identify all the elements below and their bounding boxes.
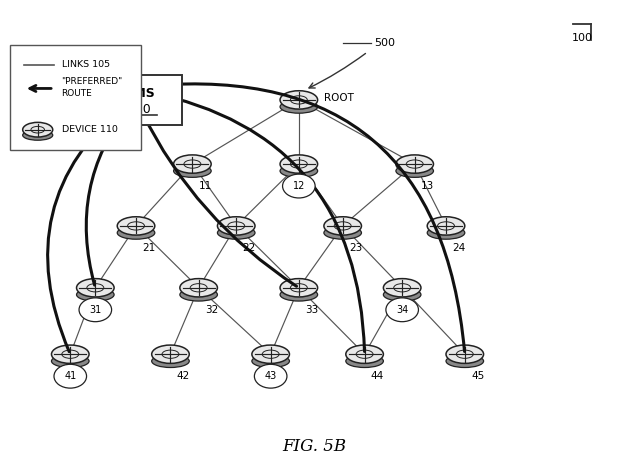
Ellipse shape [280, 91, 318, 109]
Ellipse shape [427, 226, 465, 239]
Ellipse shape [446, 345, 484, 363]
FancyBboxPatch shape [97, 75, 182, 125]
Circle shape [386, 298, 418, 322]
Ellipse shape [117, 217, 155, 235]
Ellipse shape [117, 226, 155, 239]
Text: 45: 45 [471, 371, 484, 381]
Ellipse shape [346, 345, 384, 363]
Text: "PREFERRED": "PREFERRED" [62, 77, 123, 86]
Text: 13: 13 [421, 181, 434, 191]
Text: 22: 22 [243, 243, 256, 253]
Ellipse shape [324, 217, 362, 235]
Circle shape [54, 364, 87, 388]
Ellipse shape [280, 288, 318, 301]
Ellipse shape [180, 288, 218, 301]
Circle shape [79, 298, 111, 322]
Ellipse shape [218, 217, 255, 235]
Text: 24: 24 [452, 243, 465, 253]
Ellipse shape [174, 165, 211, 177]
Ellipse shape [346, 355, 384, 367]
Text: 42: 42 [177, 371, 190, 381]
Ellipse shape [396, 155, 433, 173]
Text: 41: 41 [64, 371, 76, 381]
Ellipse shape [52, 355, 89, 367]
Ellipse shape [52, 345, 89, 363]
Text: 11: 11 [199, 181, 212, 191]
Ellipse shape [384, 288, 421, 301]
Ellipse shape [384, 278, 421, 297]
Ellipse shape [252, 355, 289, 367]
Text: ROOT: ROOT [324, 93, 353, 103]
Text: ROUTE: ROUTE [62, 89, 92, 98]
Ellipse shape [77, 288, 114, 301]
Text: LINKS 105: LINKS 105 [62, 60, 109, 69]
Ellipse shape [280, 100, 318, 113]
Text: 21: 21 [142, 243, 155, 253]
Ellipse shape [152, 355, 189, 367]
Text: 500: 500 [374, 38, 395, 47]
Text: 34: 34 [396, 305, 408, 315]
Ellipse shape [280, 278, 318, 297]
Text: FIG. 5B: FIG. 5B [282, 438, 347, 455]
Ellipse shape [23, 130, 53, 140]
Text: 33: 33 [305, 305, 318, 315]
Circle shape [254, 364, 287, 388]
Text: 23: 23 [349, 243, 362, 253]
Ellipse shape [174, 155, 211, 173]
Ellipse shape [396, 165, 433, 177]
Ellipse shape [324, 226, 362, 239]
Ellipse shape [77, 278, 114, 297]
Text: 100: 100 [572, 34, 593, 43]
Ellipse shape [280, 155, 318, 173]
Text: 32: 32 [205, 305, 218, 315]
Ellipse shape [218, 226, 255, 239]
Text: NMS: NMS [123, 87, 155, 100]
Text: 43: 43 [265, 371, 277, 381]
Ellipse shape [152, 345, 189, 363]
Ellipse shape [280, 165, 318, 177]
FancyBboxPatch shape [9, 45, 141, 150]
Ellipse shape [427, 217, 465, 235]
Circle shape [282, 174, 315, 198]
Text: 12: 12 [292, 181, 305, 191]
Text: 31: 31 [89, 305, 101, 315]
Text: 120: 120 [128, 102, 152, 116]
Ellipse shape [180, 278, 218, 297]
Ellipse shape [446, 355, 484, 367]
Text: 44: 44 [371, 371, 384, 381]
Ellipse shape [23, 122, 53, 137]
Text: DEVICE 110: DEVICE 110 [62, 125, 118, 134]
Ellipse shape [252, 345, 289, 363]
